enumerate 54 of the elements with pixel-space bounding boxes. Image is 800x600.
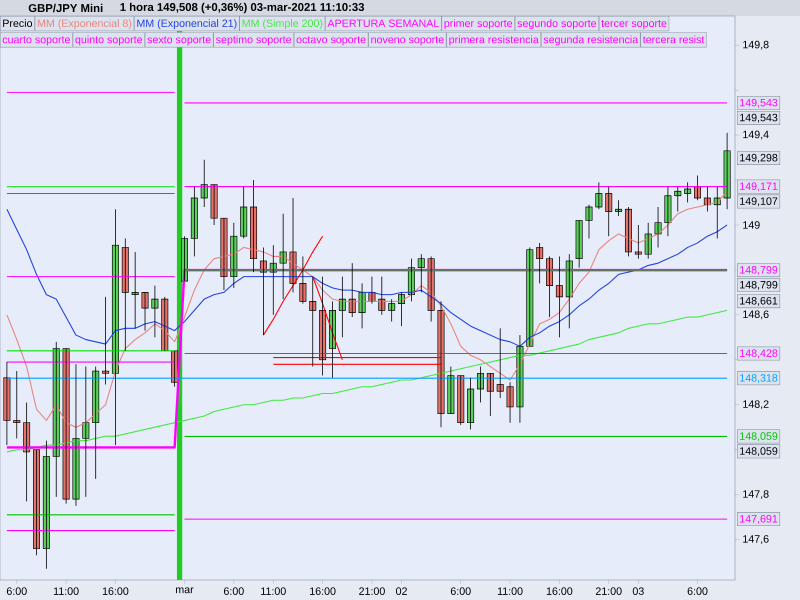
y-tick-label: 148,6	[743, 310, 769, 320]
x-tick-label: 6:00	[224, 587, 244, 595]
annotation: 147,691	[740, 514, 778, 524]
text: MM (Exponencial 21)	[137, 19, 237, 30]
text: 149,543	[740, 114, 778, 123]
annotation: segunda resistencia	[544, 35, 638, 46]
chart-subtitle: 1 hora 149,508 (+0,36%) 03-mar-2021 11:10:33	[120, 2, 364, 14]
x-tick-label: 16:00	[546, 587, 572, 595]
x-tick-label: 16:00	[102, 587, 128, 595]
x-tick-label: 6:00	[688, 587, 708, 595]
annotation: 149,543	[740, 98, 778, 108]
text: MM (Simple 200)	[242, 19, 322, 30]
text: MM (Exponencial 8)	[38, 19, 132, 30]
annotation: octavo soporte	[296, 36, 366, 46]
x-tick-label: 16:00	[310, 587, 336, 595]
x-tick-label: 02	[396, 587, 407, 595]
x-tick-label: 11:00	[54, 587, 79, 595]
y-tick-label: 148,2	[743, 400, 769, 410]
annotation: quinto soporte	[75, 35, 142, 46]
x-tick-label: 11:00	[498, 587, 523, 595]
x-tick-label: 03	[632, 587, 644, 595]
annotation: cuarto soporte	[2, 36, 70, 46]
annotation: sexto soporte	[147, 36, 211, 46]
annotation: tercera resist	[642, 35, 704, 44]
x-tick-label: 6:00	[6, 587, 27, 595]
x-tick-label: 21:00	[359, 587, 385, 595]
y-tick-label: 149	[743, 221, 760, 229]
annotation: noveno soporte	[371, 36, 444, 46]
x-tick-label: 6:00	[450, 587, 471, 595]
annotation: 149,171	[740, 182, 778, 192]
x-tick-label: 21:00	[596, 587, 622, 595]
annotation: 148,318	[740, 374, 778, 383]
y-tick-label: 149,8	[743, 40, 769, 50]
annotation: 148,799	[740, 266, 778, 275]
annotation: 149,107	[740, 197, 778, 206]
text: 148,799	[740, 280, 778, 290]
annotation: 149,298	[740, 154, 778, 163]
annotation: 148,059	[740, 432, 778, 442]
annotation: primer soporte	[444, 19, 512, 30]
y-tick-label: 147,6	[743, 535, 769, 544]
annotation: 148,661	[740, 297, 778, 306]
annotation: tercer soporte	[601, 20, 666, 30]
chart-title: GBP/JPY Mini	[28, 4, 102, 12]
annotation: septimo soporte	[216, 35, 292, 46]
annotation: segundo soporte	[517, 19, 596, 30]
annotation: primera resistencia	[449, 35, 539, 46]
x-tick-label: 11:00	[261, 587, 286, 595]
text: Precio	[3, 19, 32, 28]
text: 148,059	[740, 447, 778, 456]
y-tick-label: 147,8	[743, 490, 769, 500]
text: APERTURA SEMANAL	[327, 19, 439, 28]
annotation: 148,428	[740, 349, 778, 358]
y-tick-label: 149,4	[743, 130, 769, 140]
x-tick-label: mar	[176, 587, 194, 594]
